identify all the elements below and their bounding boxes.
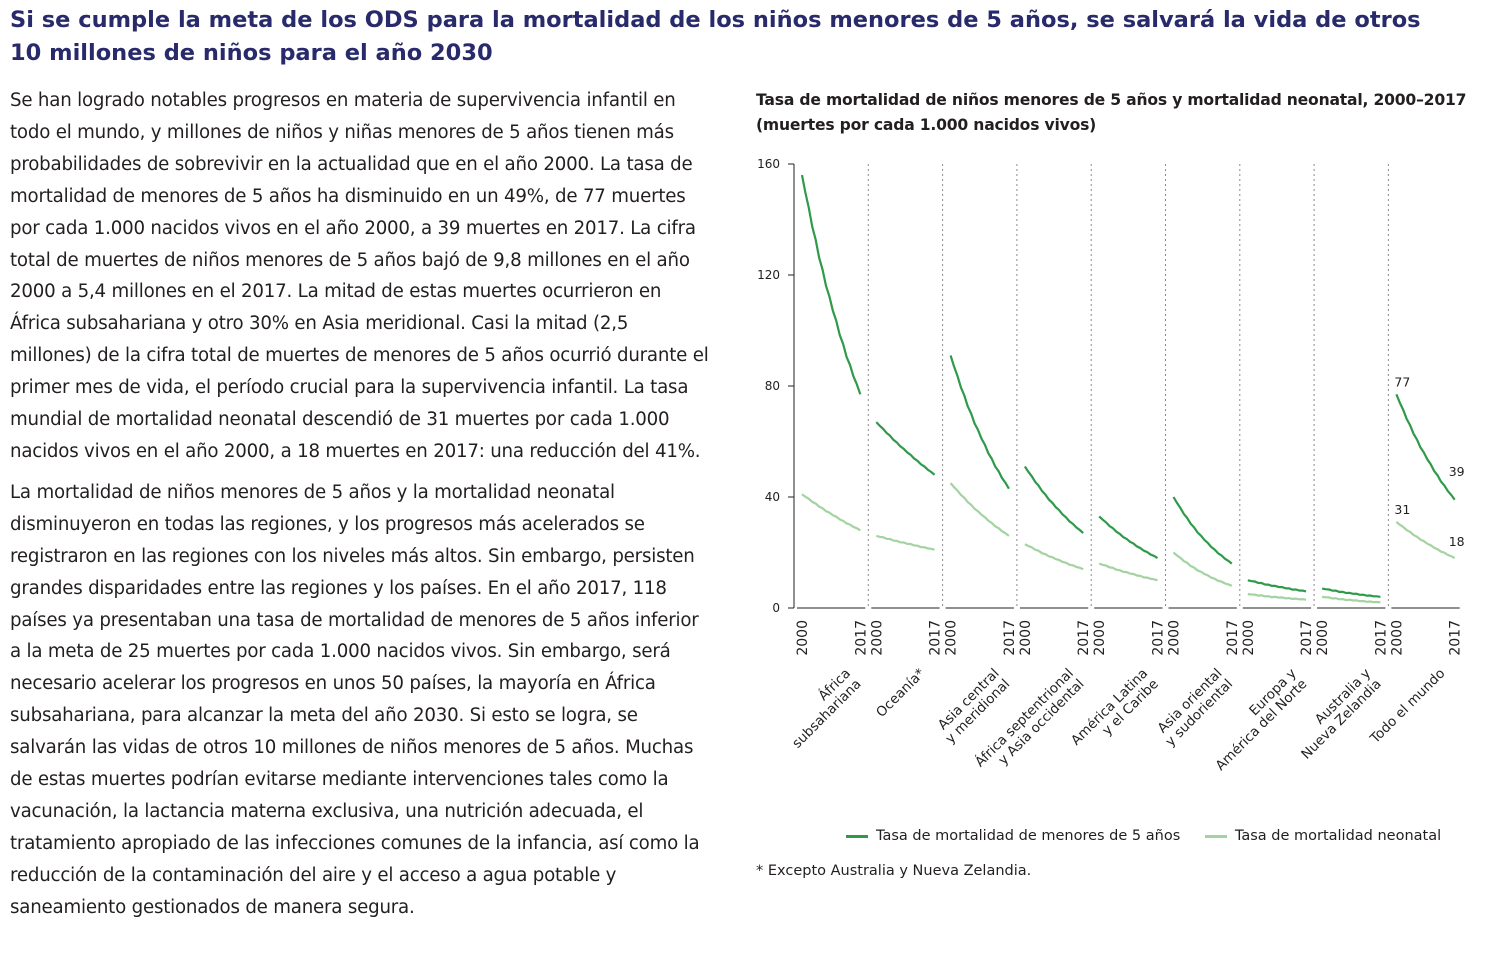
region-label: Áfricasubsahariana [778, 665, 865, 752]
legend-label-under5: Tasa de mortalidad de menores de 5 años [876, 828, 1181, 844]
x-year-label-end: 2017 [1299, 620, 1315, 656]
neonatal-line [1024, 543, 1084, 571]
under5-line [1321, 587, 1381, 598]
data-label-neonatal-end: 18 [1449, 534, 1465, 549]
under5-line [949, 355, 1010, 490]
x-year-label-end: 2017 [1448, 620, 1464, 656]
x-year-label-start: 2000 [944, 620, 960, 656]
legend-label-neonatal: Tasa de mortalidad neonatal [1234, 828, 1442, 844]
neonatal-line [949, 482, 1010, 537]
legend-item-under5: Tasa de mortalidad de menores de 5 años [846, 828, 1180, 844]
legend-swatch-under5 [846, 834, 868, 838]
chart-legend: Tasa de mortalidad de menores de 5 años … [846, 828, 1466, 844]
x-year-label-start: 2000 [1018, 620, 1034, 656]
region-label: Asia orientaly sudoriental [1152, 666, 1236, 750]
article-paragraph-1: Se han logrado notables progresos en mat… [10, 90, 709, 462]
y-tick-label: 40 [765, 490, 780, 504]
x-year-label-start: 2000 [1389, 620, 1405, 656]
x-year-label-end: 2017 [1225, 620, 1241, 656]
x-year-label-end: 2017 [1002, 620, 1018, 656]
region-label: América Latinay el Caribe [1068, 666, 1162, 760]
x-year-label-start: 2000 [1315, 620, 1331, 656]
x-year-label-end: 2017 [1151, 620, 1167, 656]
under5-line [800, 174, 862, 395]
x-year-label-end: 2017 [1373, 620, 1389, 656]
data-label-under5-start: 77 [1394, 374, 1410, 389]
under5-line [1395, 393, 1456, 501]
y-tick-label: 0 [772, 601, 780, 615]
under5-line [875, 421, 936, 476]
x-year-label-end: 2017 [928, 620, 944, 656]
data-label-neonatal-start: 31 [1394, 502, 1410, 517]
under5-line [1172, 496, 1233, 565]
data-label-under5-end: 39 [1449, 464, 1465, 479]
x-year-label-start: 2000 [1167, 620, 1183, 656]
region-label-line: Todo el mundo [1367, 666, 1449, 748]
neonatal-line [1247, 593, 1307, 601]
neonatal-line [1098, 562, 1158, 582]
x-year-label-end: 2017 [1076, 620, 1092, 656]
x-year-label-end: 2017 [853, 620, 869, 656]
article-paragraph-2: La mortalidad de niños menores de 5 años… [10, 481, 700, 918]
x-year-label-start: 2000 [1241, 620, 1257, 656]
under5-line [1247, 579, 1307, 593]
chart-title: Tasa de mortalidad de niños menores de 5… [756, 91, 1467, 134]
region-label-line: Oceanía* [873, 665, 928, 720]
legend-swatch-neonatal [1204, 834, 1227, 838]
headline: Si se cumple la meta de los ODS para la … [10, 7, 1421, 66]
x-year-label-start: 2000 [1092, 620, 1108, 656]
y-tick-label: 160 [757, 157, 780, 171]
under5-line [1098, 515, 1159, 560]
x-year-label-start: 2000 [795, 620, 811, 656]
neonatal-line [876, 534, 935, 551]
region-label: Todo el mundo [1367, 666, 1449, 748]
y-tick-label: 120 [757, 268, 780, 282]
neonatal-line [1395, 521, 1456, 560]
footnote: * Excepto Australia y Nueva Zelandia. [756, 863, 1032, 879]
legend-item-neonatal: Tasa de mortalidad neonatal [1204, 828, 1442, 844]
x-year-label-start: 2000 [869, 620, 885, 656]
article-body: Se han logrado notables progresos en mat… [10, 85, 715, 933]
neonatal-line [801, 493, 861, 532]
under5-line [1023, 465, 1084, 534]
neonatal-line [1321, 595, 1381, 604]
neonatal-line [1172, 551, 1233, 587]
y-tick-label: 80 [765, 379, 780, 393]
region-label: Oceanía* [873, 665, 928, 720]
